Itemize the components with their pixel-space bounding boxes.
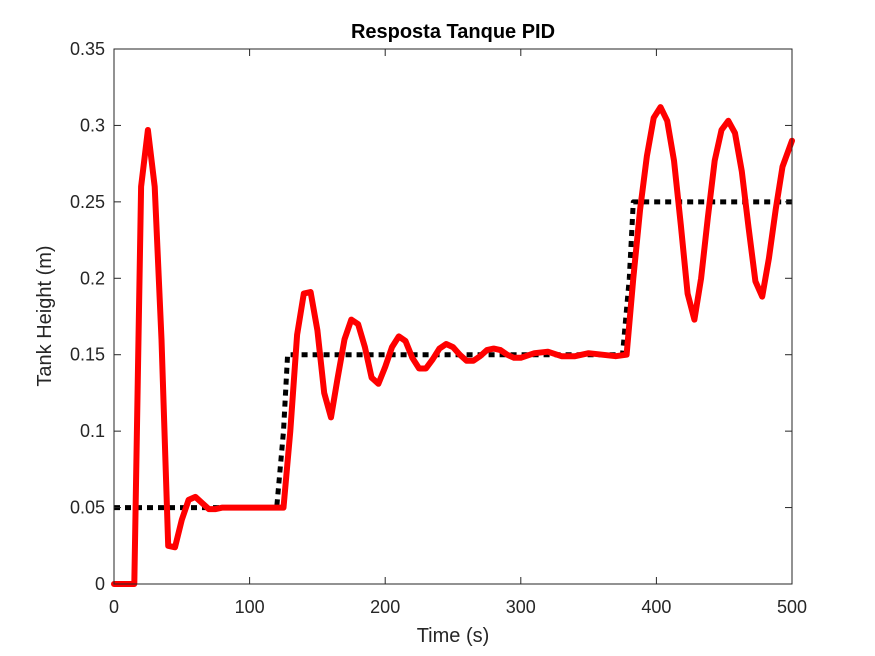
chart-title: Resposta Tanque PID: [351, 21, 555, 43]
axes-box: [113, 48, 793, 585]
response-line: [111, 104, 795, 587]
x-tick-label: 400: [641, 597, 671, 617]
y-tick-label: 0.3: [80, 115, 105, 135]
x-tick-label: 300: [506, 597, 536, 617]
ticks-layer: 0 100 200 300 400 500 0 0.05 0.1 0.15 0.2 0.25 0.3 0.…: [70, 39, 807, 617]
y-tick-label: 0.05: [70, 498, 105, 518]
series-layer: [111, 104, 795, 587]
x-tick-label: 100: [235, 597, 265, 617]
x-tick-label: 500: [777, 597, 807, 617]
y-tick-label: 0: [95, 574, 105, 594]
y-tick-label: 0.15: [70, 345, 105, 365]
x-axis-label: Time (s): [417, 625, 490, 647]
x-tick-label: 0: [109, 597, 119, 617]
y-tick-label: 0.1: [80, 421, 105, 441]
plot-area: [114, 49, 792, 584]
y-tick-label: 0.25: [70, 192, 105, 212]
y-axis-label: Tank Height (m): [34, 245, 56, 386]
y-tick-label: 0.35: [70, 39, 105, 59]
y-tick-label: 0.2: [80, 268, 105, 288]
x-tick-label: 200: [370, 597, 400, 617]
